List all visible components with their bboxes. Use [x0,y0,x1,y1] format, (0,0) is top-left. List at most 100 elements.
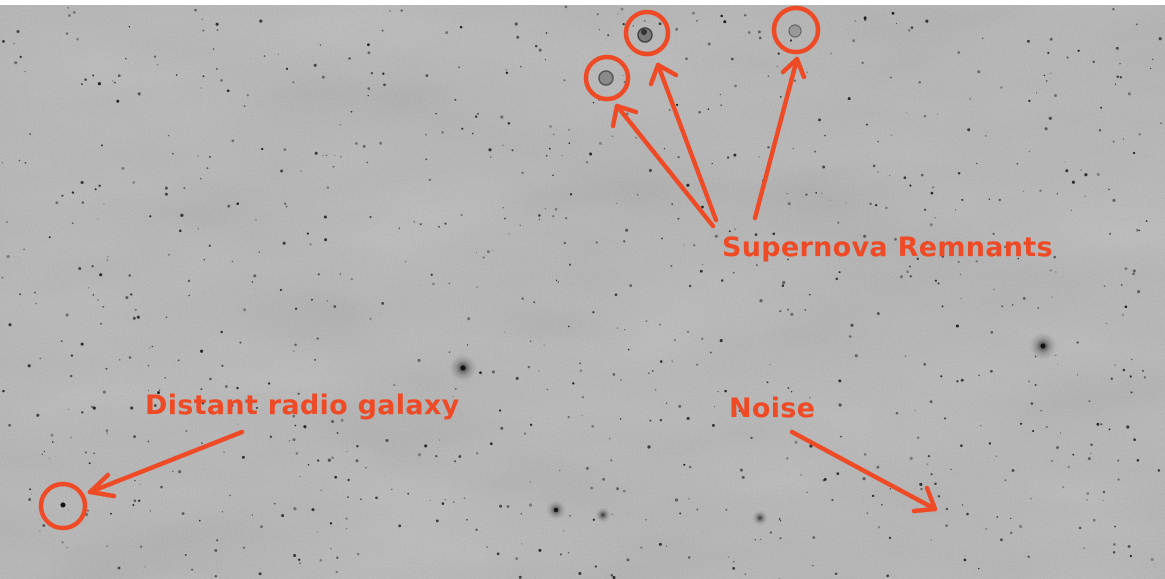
point-source [609,438,611,440]
point-source [117,74,121,78]
point-source [404,260,407,263]
point-source [668,109,671,111]
point-source [299,476,301,478]
point-source [610,459,613,462]
point-source [698,111,701,114]
point-source [348,57,351,60]
point-source [1100,106,1103,109]
point-source [293,553,297,558]
point-source [100,144,103,147]
point-source [92,74,95,77]
point-source [324,238,328,242]
point-source [927,454,931,458]
point-source [125,57,127,60]
point-source [492,250,494,252]
distant-radio-galaxy-label: Distant radio galaxy [145,390,460,421]
point-source [490,442,493,445]
point-source [772,232,776,236]
point-source [27,364,31,368]
point-source [295,452,299,455]
point-source [744,573,747,575]
point-source [1150,557,1154,562]
point-source [466,518,468,521]
point-source [320,489,322,491]
point-source [520,66,522,68]
point-source [106,259,109,261]
point-source [961,504,964,506]
point-source [538,214,541,217]
point-source [805,193,808,196]
point-source [719,339,723,343]
point-source [1116,75,1120,79]
point-source [1,276,4,279]
point-source [198,400,201,404]
point-source [610,573,614,577]
point-source [110,512,112,515]
point-source [116,99,120,103]
point-source [645,518,647,521]
point-source [198,519,201,522]
point-source [875,204,878,207]
point-source [81,201,84,204]
point-source [425,133,427,136]
point-source [714,234,718,238]
point-source [568,128,571,131]
point-source [180,213,184,217]
point-source [67,7,70,9]
point-source [1040,410,1042,412]
point-source [930,191,934,195]
point-source [1122,368,1126,372]
point-source [544,208,547,210]
point-source [227,204,231,208]
point-source [327,458,331,462]
point-source [625,228,629,232]
point-source [758,36,762,40]
point-source [1119,76,1123,79]
arrow-to-supernova-1 [610,103,716,229]
point-source [1056,192,1059,195]
point-source [675,27,679,31]
point-source [808,396,811,399]
point-source [1129,375,1132,378]
point-source [1047,51,1050,54]
point-source [758,156,760,158]
point-source [1077,49,1080,52]
point-source [707,42,711,46]
point-source [563,530,565,532]
point-source [769,364,771,366]
point-source [8,323,12,327]
point-source [220,79,223,82]
point-source [685,57,688,61]
point-source [97,299,99,301]
point-source [564,5,568,9]
point-source [673,339,677,342]
point-source [216,68,218,70]
point-source [739,468,743,472]
point-source [87,510,89,512]
point-source [1127,545,1131,548]
supernova-remnant-1 [598,70,614,86]
point-source [659,418,663,422]
point-source [1062,486,1065,489]
point-source [149,215,152,218]
supernova-remnant-3 [788,24,802,38]
point-source [76,37,79,41]
point-source [229,494,231,497]
point-source [647,445,651,449]
point-source [889,488,891,490]
point-source [1145,220,1148,222]
point-source [622,22,625,26]
point-source [790,312,794,316]
point-source [1011,469,1015,472]
point-source [97,218,99,220]
point-source [701,205,704,209]
point-source [980,425,982,427]
point-source [236,202,239,205]
point-source [29,133,32,136]
point-source [236,386,239,390]
point-source [223,451,225,454]
point-source [346,528,348,530]
point-source [945,507,949,511]
point-source [945,524,948,527]
point-source [866,123,868,126]
